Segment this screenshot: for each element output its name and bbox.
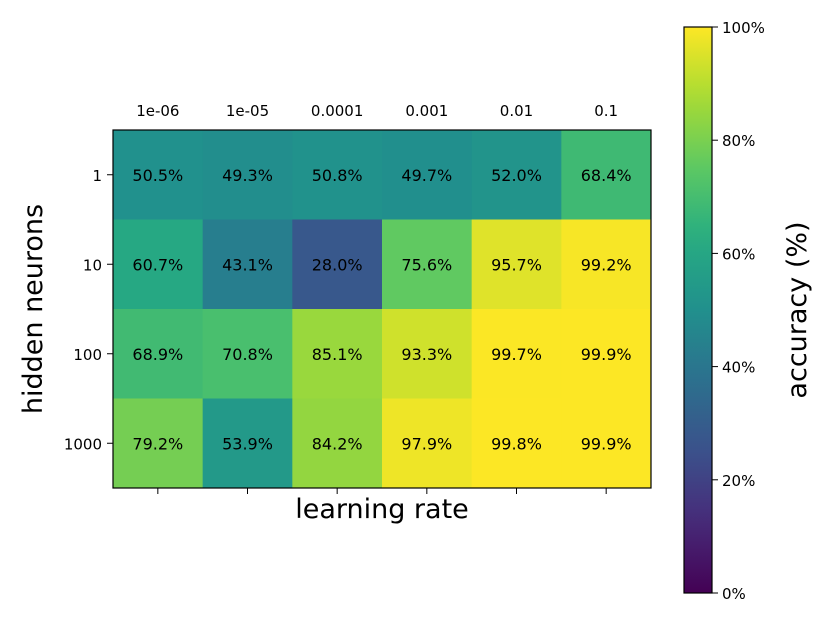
colorbar-tick-label: 40% — [722, 359, 755, 377]
x-tick-label: 0.01 — [500, 102, 533, 120]
cell-value-label: 50.8% — [312, 166, 363, 185]
x-axis-title: learning rate — [295, 494, 469, 525]
colorbar-ticks: 0% 20% 40% 60% 80% 100% — [712, 19, 765, 603]
cell-value-label: 95.7% — [491, 255, 542, 274]
x-tick-label: 0.001 — [405, 102, 448, 120]
heatmap-cell-r2-c5 — [561, 309, 652, 399]
cell-value-label: 93.3% — [401, 345, 452, 364]
cell-value-label: 43.1% — [222, 255, 273, 274]
heatmap-cell-r1-c0 — [113, 219, 204, 310]
colorbar-tick-label: 100% — [722, 19, 765, 37]
y-tick-label: 10 — [83, 256, 102, 274]
heatmap-cell-r1-c2 — [292, 219, 383, 310]
cell-value-label: 97.9% — [401, 434, 452, 453]
cell-value-label: 99.9% — [581, 434, 632, 453]
x-axis-ticks: 1e-06 1e-05 0.0001 0.001 0.01 0.1 — [136, 102, 618, 494]
cell-value-label: 99.7% — [491, 345, 542, 364]
heatmap-cell-r0-c5 — [561, 130, 652, 220]
heatmap-cell-r1-c4 — [471, 219, 562, 310]
cell-value-label: 99.8% — [491, 434, 542, 453]
cell-value-label: 85.1% — [312, 345, 363, 364]
heatmap-cell-r0-c3 — [382, 130, 473, 220]
cell-value-label: 79.2% — [132, 434, 183, 453]
colorbar-tick-label: 20% — [722, 472, 755, 490]
colorbar-title: accuracy (%) — [782, 221, 813, 398]
cell-value-label: 70.8% — [222, 345, 273, 364]
x-tick-label: 1e-06 — [136, 102, 179, 120]
cell-value-label: 75.6% — [401, 255, 452, 274]
heatmap-cell-r0-c4 — [471, 130, 562, 220]
cell-value-label: 68.4% — [581, 166, 632, 185]
heatmap-cell-r1-c3 — [382, 219, 473, 310]
plot-frame — [112, 129, 652, 489]
heatmap-cell-r3-c0 — [113, 398, 204, 489]
heatmap-cell-r3-c5 — [561, 398, 652, 489]
cell-value-label: 68.9% — [132, 345, 183, 364]
cell-value-label: 49.3% — [222, 166, 273, 185]
heatmap-cell-r2-c0 — [113, 309, 204, 399]
y-axis-ticks: 1 10 100 1000 — [64, 167, 113, 453]
x-tick-label: 0.1 — [594, 102, 618, 120]
heatmap-cell-r0-c1 — [202, 130, 293, 220]
heatmap-cell-r3-c2 — [292, 398, 383, 489]
heatmap-cell-labels: 50.5% 49.3% 50.8% 49.7% 52.0% 68.4% 60.7% 43.1%… — [132, 166, 631, 454]
cell-value-label: 52.0% — [491, 166, 542, 185]
heatmap-cells — [113, 130, 652, 489]
cell-value-label: 28.0% — [312, 255, 363, 274]
heatmap-cell-r3-c4 — [471, 398, 562, 489]
heatmap-cell-r2-c1 — [202, 309, 293, 399]
colorbar-tick-label: 0% — [722, 585, 746, 603]
x-tick-label: 1e-05 — [226, 102, 269, 120]
heatmap-cell-r1-c5 — [561, 219, 652, 310]
colorbar-tick-label: 60% — [722, 245, 755, 263]
x-tick-label: 0.0001 — [311, 102, 364, 120]
heatmap-cell-r2-c2 — [292, 309, 383, 399]
heatmap-cell-r2-c4 — [471, 309, 562, 399]
y-tick-label: 1 — [92, 167, 102, 185]
colorbar: 0% 20% 40% 60% 80% 100% accuracy (%) — [683, 19, 813, 603]
y-tick-label: 1000 — [64, 435, 102, 453]
colorbar-tick-label: 80% — [722, 132, 755, 150]
heatmap-cell-r0-c2 — [292, 130, 383, 220]
heatmap-cell-r2-c3 — [382, 309, 473, 399]
cell-value-label: 99.9% — [581, 345, 632, 364]
y-axis-title: hidden neurons — [18, 204, 49, 414]
cell-value-label: 84.2% — [312, 434, 363, 453]
cell-value-label: 60.7% — [132, 255, 183, 274]
colorbar-gradient — [683, 26, 713, 594]
cell-value-label: 99.2% — [581, 255, 632, 274]
heatmap-cell-r1-c1 — [202, 219, 293, 310]
cell-value-label: 53.9% — [222, 434, 273, 453]
heatmap-cell-r0-c0 — [113, 130, 204, 220]
cell-value-label: 49.7% — [401, 166, 452, 185]
heatmap-cell-r3-c3 — [382, 398, 473, 489]
heatmap-cell-r3-c1 — [202, 398, 293, 489]
cell-value-label: 50.5% — [132, 166, 183, 185]
y-tick-label: 100 — [73, 346, 102, 364]
